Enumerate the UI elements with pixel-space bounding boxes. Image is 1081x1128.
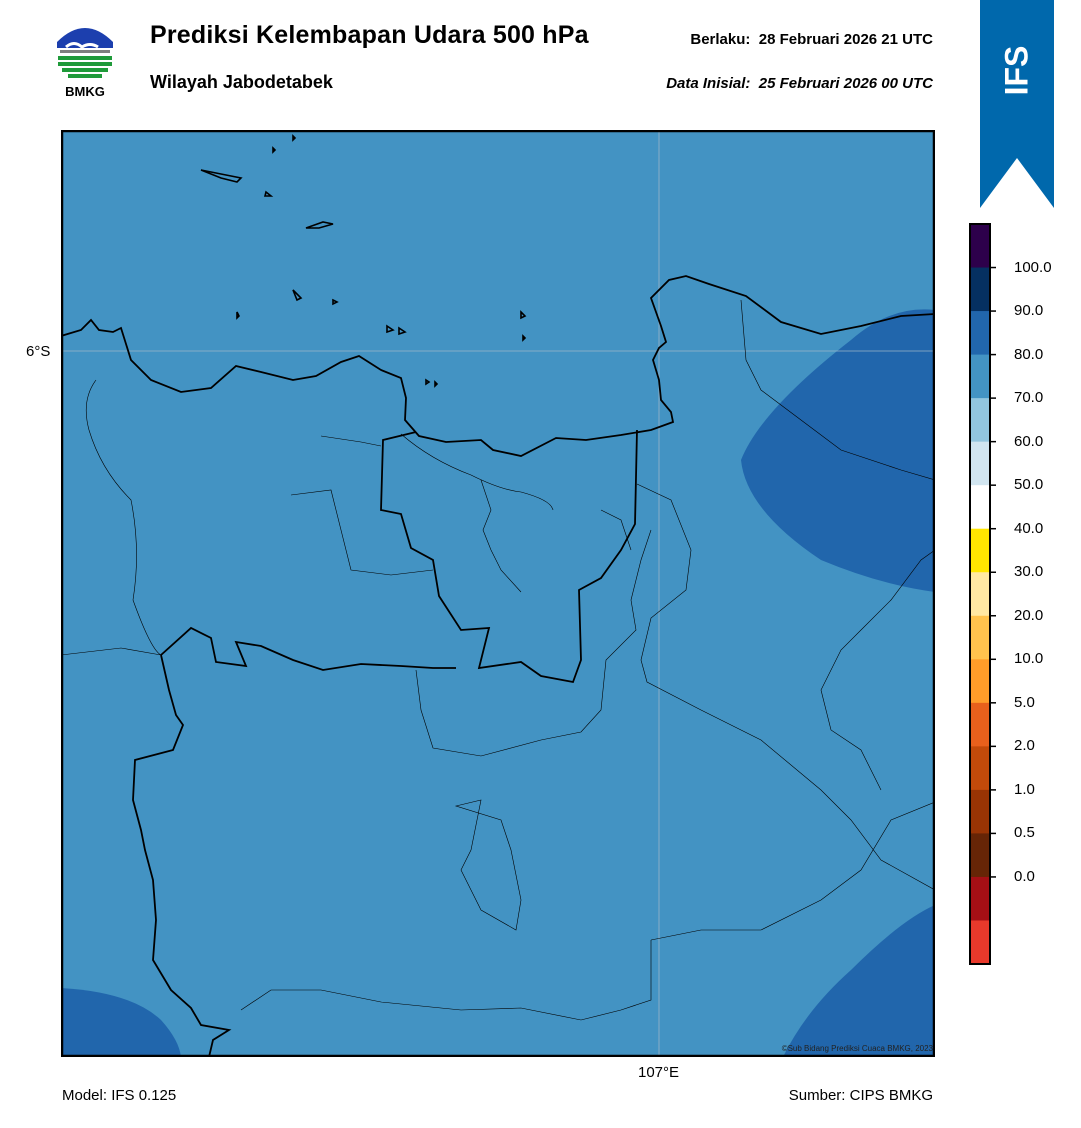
contour-region-southeast	[783, 905, 935, 1057]
colorbar-label: 1.0	[1014, 780, 1035, 798]
initial-time: Data Inisial: 25 Februari 2026 00 UTC	[666, 75, 933, 92]
colorbar-segment	[970, 572, 990, 617]
colorbar-segment	[970, 920, 990, 965]
ifs-banner	[980, 0, 1054, 208]
colorbar-segment	[970, 833, 990, 878]
valid-label: Berlaku:	[690, 31, 751, 48]
model-label: Model: IFS 0.125	[62, 1087, 177, 1104]
region-subtitle: Wilayah Jabodetabek	[150, 72, 333, 92]
colorbar-label: 60.0	[1014, 432, 1044, 450]
ifs-banner-text: IFS	[998, 45, 1035, 95]
colorbar-label: 2.0	[1014, 737, 1035, 755]
colorbar-segment	[970, 398, 990, 443]
islands	[200, 134, 527, 388]
colorbar-segment	[970, 267, 990, 312]
colorbar-segment	[970, 441, 990, 486]
colorbar-segment	[970, 702, 990, 747]
initial-value: 25 Februari 2026 00 UTC	[758, 75, 933, 92]
regency-borders	[61, 299, 935, 1021]
bmkg-logo-icon	[55, 22, 115, 82]
copyright-text: ©Sub Bidang Prediksi Cuaca BMKG, 2023	[781, 1044, 933, 1053]
colorbar-segment	[970, 311, 990, 356]
valid-time: Berlaku: 28 Februari 2026 21 UTC	[690, 31, 933, 48]
colorbar-label: 80.0	[1014, 345, 1044, 363]
colorbar-segment	[970, 659, 990, 704]
page-title: Prediksi Kelembapan Udara 500 hPa	[150, 21, 589, 49]
colorbar-label: 70.0	[1014, 389, 1044, 407]
colorbar-segment	[970, 528, 990, 573]
colorbar-label: 5.0	[1014, 693, 1035, 711]
colorbar-label: 40.0	[1014, 519, 1044, 537]
initial-label: Data Inisial:	[666, 75, 751, 92]
coastline	[61, 275, 935, 457]
humidity-map	[61, 130, 935, 1057]
colorbar-label: 50.0	[1014, 476, 1044, 494]
valid-value: 28 Februari 2026 21 UTC	[758, 31, 933, 48]
longitude-label: 107°E	[638, 1064, 680, 1081]
colorbar-segment	[970, 789, 990, 834]
colorbar-segment	[970, 354, 990, 399]
colorbar-label: 0.0	[1014, 867, 1035, 885]
source-label: Sumber: CIPS BMKG	[788, 1087, 933, 1104]
colorbar-label: 0.5	[1014, 824, 1035, 842]
colorbar-label: 100.0	[1014, 258, 1052, 276]
province-border	[132, 429, 638, 1057]
contour-region-east	[741, 309, 935, 592]
colorbar-segment	[970, 876, 990, 921]
logo-text: BMKG	[65, 84, 105, 99]
contour-region-southwest	[61, 988, 181, 1057]
colorbar-label: 30.0	[1014, 563, 1044, 581]
colorbar-segment	[970, 615, 990, 660]
colorbar-label: 90.0	[1014, 302, 1044, 320]
colorbar-label: 20.0	[1014, 606, 1044, 624]
colorbar-segment	[970, 746, 990, 791]
colorbar	[969, 223, 996, 965]
colorbar-segment	[970, 485, 990, 530]
colorbar-label: 10.0	[1014, 650, 1044, 668]
latitude-label: 6°S	[26, 343, 51, 360]
colorbar-segment	[970, 224, 990, 269]
